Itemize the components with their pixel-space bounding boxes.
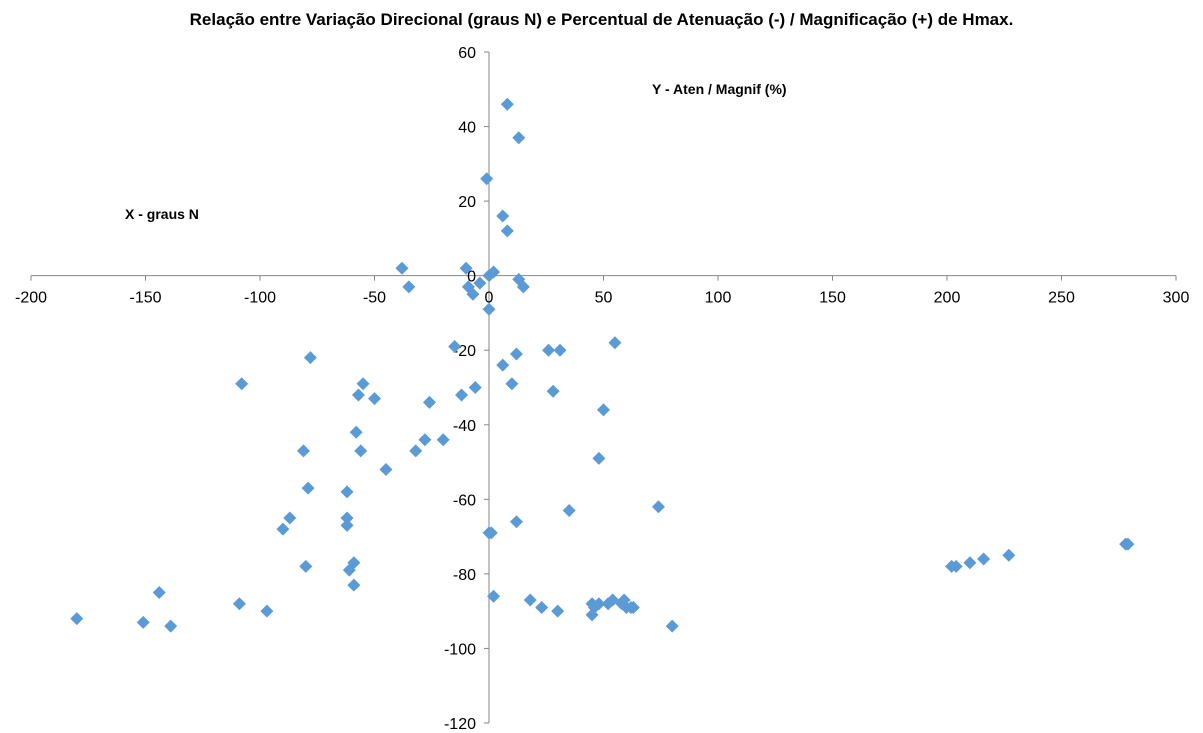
data-point — [546, 384, 560, 398]
y-tick-label: -100 — [444, 641, 476, 658]
data-point — [1002, 548, 1016, 562]
data-point — [500, 224, 514, 238]
data-point — [418, 433, 432, 447]
data-point — [351, 388, 365, 402]
y-tick-label: -40 — [453, 418, 476, 435]
y-tick-label: -120 — [444, 716, 476, 733]
data-point — [232, 597, 246, 611]
data-point — [136, 615, 150, 629]
data-point — [260, 604, 274, 618]
data-point — [651, 500, 665, 514]
data-point — [395, 261, 409, 275]
data-point — [535, 600, 549, 614]
x-tick-label: -100 — [244, 290, 276, 307]
data-point — [482, 302, 496, 316]
data-point — [626, 600, 640, 614]
data-point — [592, 451, 606, 465]
x-tick-label: 150 — [819, 290, 846, 307]
x-tick-label: 50 — [595, 290, 613, 307]
data-point — [276, 522, 290, 536]
y-tick-label: 20 — [458, 194, 476, 211]
x-tick-label: -150 — [129, 290, 161, 307]
data-point — [523, 593, 537, 607]
data-point — [592, 597, 606, 611]
data-point — [505, 377, 519, 391]
data-point — [665, 619, 679, 633]
data-point — [949, 559, 963, 573]
data-point — [466, 287, 480, 301]
y-tick-label: 40 — [458, 120, 476, 137]
data-point — [235, 377, 249, 391]
data-point — [448, 339, 462, 353]
data-point — [500, 97, 514, 111]
x-tick-label: 300 — [1163, 290, 1190, 307]
data-point — [455, 388, 469, 402]
x-tick-label: 250 — [1048, 290, 1075, 307]
data-point — [297, 444, 311, 458]
data-point — [301, 481, 315, 495]
y-tick-label: -80 — [453, 567, 476, 584]
data-point — [542, 343, 556, 357]
data-point — [152, 586, 166, 600]
data-point — [480, 172, 494, 186]
data-point — [468, 381, 482, 394]
data-point — [409, 444, 423, 458]
data-point — [303, 351, 317, 365]
data-point — [473, 276, 487, 290]
data-point — [354, 444, 368, 458]
data-point — [299, 559, 313, 573]
data-point — [164, 619, 178, 633]
data-point — [436, 433, 450, 447]
x-axis-title: X - graus N — [125, 206, 199, 222]
data-point — [608, 336, 622, 350]
data-point — [459, 261, 473, 275]
x-tick-label: -50 — [363, 290, 386, 307]
x-tick-label: -200 — [15, 290, 47, 307]
data-point — [340, 485, 354, 499]
y-tick-label: 60 — [458, 45, 476, 62]
data-point — [551, 604, 565, 618]
data-point — [963, 556, 977, 570]
data-point — [512, 131, 526, 145]
tick-labels: -200 -150 -100 -50 0 50 100 150 200 250 3006040200… — [15, 45, 1189, 733]
x-tick-label: 0 — [485, 290, 494, 307]
data-point — [347, 556, 361, 570]
data-point — [553, 343, 567, 357]
data-point — [597, 403, 610, 417]
data-point — [487, 589, 501, 603]
data-point — [368, 392, 381, 406]
x-tick-label: 100 — [705, 290, 732, 307]
data-point — [977, 552, 991, 566]
y-tick-label: 0 — [467, 269, 476, 286]
data-point — [347, 578, 361, 592]
data-point — [349, 425, 363, 439]
data-point — [340, 518, 354, 532]
data-point — [509, 347, 523, 361]
chart-title: Relação entre Variação Direcional (graus… — [189, 10, 1014, 29]
data-point — [356, 377, 370, 391]
data-point — [283, 511, 297, 525]
data-point — [562, 504, 576, 518]
data-point — [340, 511, 354, 525]
x-tick-label: 200 — [934, 290, 961, 307]
data-point — [516, 280, 530, 294]
data-point — [487, 265, 501, 279]
data-point — [379, 463, 393, 477]
data-point — [496, 209, 510, 223]
data-point — [509, 515, 523, 529]
data-point — [402, 280, 416, 294]
data-points — [70, 97, 1135, 633]
data-point — [1121, 537, 1135, 551]
axes — [30, 51, 1177, 724]
y-axis-title: Y - Aten / Magnif (%) — [652, 81, 787, 97]
data-point — [484, 526, 498, 540]
data-point — [70, 612, 84, 626]
data-point — [422, 395, 436, 409]
data-point — [496, 358, 510, 372]
y-tick-label: -60 — [453, 492, 476, 509]
